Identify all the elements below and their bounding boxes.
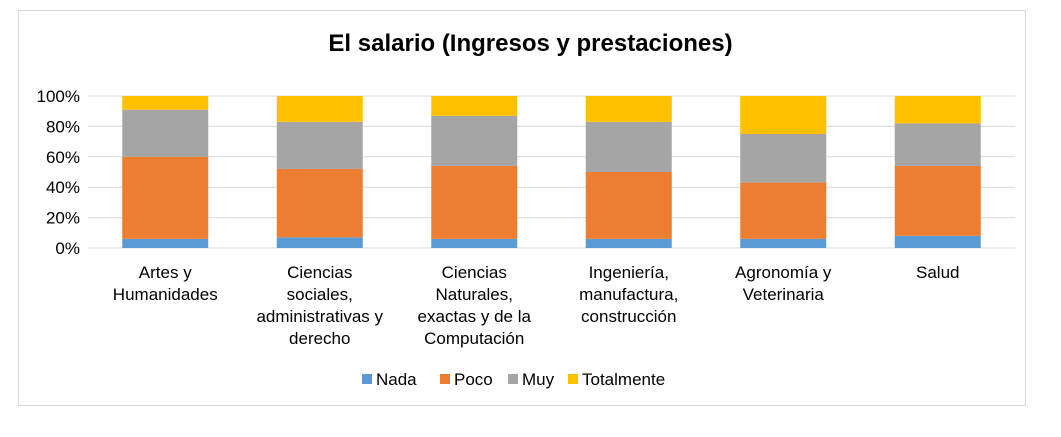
- bar-segment-totalmente: [894, 96, 981, 124]
- bar-segment-nada: [431, 238, 518, 248]
- legend-label-muy: Muy: [522, 370, 555, 389]
- bar-segment-nada: [740, 238, 827, 248]
- bar-segment-poco: [585, 172, 672, 239]
- x-category-label: Ciencias sociales, administrativas y derech…: [256, 263, 383, 348]
- bar-segment-nada: [276, 237, 363, 248]
- x-category-label: Ingeniería, manufactura, construcción: [579, 263, 678, 326]
- bar-segment-poco: [276, 168, 363, 238]
- bar-segment-totalmente: [431, 96, 518, 116]
- x-category-label: Ciencias Naturales, exactas y de la Computa…: [418, 263, 532, 348]
- bar-segment-totalmente: [740, 96, 827, 134]
- x-category-label-line: Veterinaria: [743, 285, 825, 304]
- x-category-label-line: construcción: [581, 307, 676, 326]
- bar-segment-muy: [585, 121, 672, 172]
- y-axis: 0% 20% 40% 60% 80% 100%: [37, 87, 80, 258]
- x-category-label-line: manufactura,: [579, 285, 678, 304]
- x-category-label: Agronomía y Veterinaria: [735, 263, 832, 304]
- bar-segment-nada: [585, 238, 672, 248]
- bar-segment-muy: [894, 123, 981, 166]
- bar-segment-muy: [740, 134, 827, 183]
- bar-segment-muy: [122, 109, 209, 157]
- legend: Nada Poco Muy Totalmente: [362, 370, 665, 389]
- x-category-label-line: Computación: [424, 329, 524, 348]
- legend-swatch-poco: [440, 374, 450, 384]
- bar-segment-poco: [894, 165, 981, 236]
- x-category-label-line: Naturales,: [436, 285, 513, 304]
- x-category-label-line: exactas y de la: [418, 307, 532, 326]
- y-tick-label: 0%: [55, 239, 80, 258]
- legend-label-totalmente: Totalmente: [582, 370, 665, 389]
- y-tick-label: 40%: [46, 178, 80, 197]
- x-category-label-line: derecho: [289, 329, 350, 348]
- x-category-label-line: administrativas y: [256, 307, 383, 326]
- bar-segment-totalmente: [585, 96, 672, 122]
- bar-segment-poco: [740, 182, 827, 239]
- x-category-label-line: Ciencias: [287, 263, 352, 282]
- bar-segment-nada: [894, 235, 981, 248]
- bar-segment-poco: [431, 165, 518, 239]
- chart-title: El salario (Ingresos y prestaciones): [328, 30, 733, 57]
- x-axis: Artes y Humanidades Ciencias sociales, admin…: [113, 263, 960, 348]
- legend-swatch-totalmente: [568, 374, 578, 384]
- bar-segment-totalmente: [122, 96, 209, 110]
- legend-swatch-muy: [508, 374, 518, 384]
- y-tick-label: 80%: [46, 117, 80, 136]
- x-category-label-line: Humanidades: [113, 285, 218, 304]
- legend-label-nada: Nada: [376, 370, 417, 389]
- bars: [122, 96, 981, 248]
- bar-segment-totalmente: [276, 96, 363, 122]
- x-category-label-line: Artes y: [139, 263, 192, 282]
- bar-segment-nada: [122, 238, 209, 248]
- y-tick-label: 20%: [46, 209, 80, 228]
- x-category-label-line: Salud: [916, 263, 959, 282]
- x-category-label-line: Ingeniería,: [589, 263, 669, 282]
- bar-segment-muy: [431, 115, 518, 166]
- y-tick-label: 100%: [37, 87, 80, 106]
- y-tick-label: 60%: [46, 148, 80, 167]
- x-category-label-line: sociales,: [287, 285, 353, 304]
- x-category-label-line: Agronomía y: [735, 263, 832, 282]
- bar-segment-poco: [122, 156, 209, 239]
- x-category-label: Artes y Humanidades: [113, 263, 218, 304]
- x-category-label-line: Ciencias: [442, 263, 507, 282]
- bar-segment-muy: [276, 121, 363, 169]
- x-category-label: Salud: [916, 263, 959, 282]
- legend-label-poco: Poco: [454, 370, 493, 389]
- grid-lines: [88, 95, 1015, 249]
- legend-swatch-nada: [362, 374, 372, 384]
